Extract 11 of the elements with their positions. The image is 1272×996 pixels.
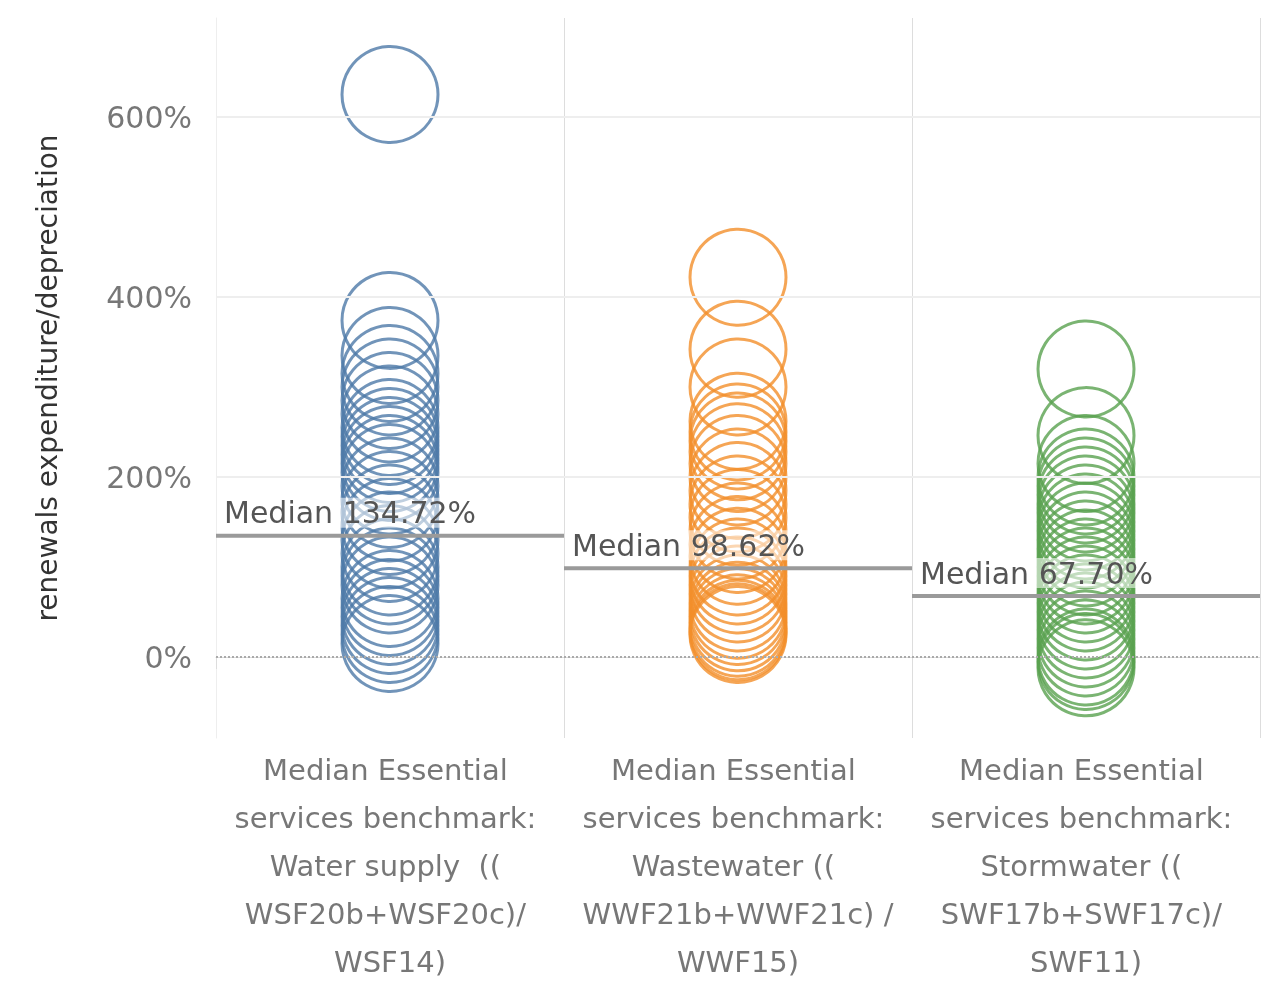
y-tick-label: 400% [106, 279, 192, 315]
x-tick-label: Median Essential services benchmark: Wastewater (( WWF21b+WWF21c) /WWF15) [582, 753, 894, 979]
annotation: Median 98.62% [572, 527, 806, 563]
annotation: Median 134.72% [224, 495, 477, 531]
y-axis-title: renewals expenditure/depreciation [30, 134, 64, 622]
y-tick-label: 200% [106, 459, 192, 495]
y-tick-label: 0% [144, 639, 192, 675]
y-tick-label: 600% [106, 99, 192, 135]
x-tick-label: Median Essential services benchmark: Stormwater (( SWF17b+SWF17c)/ SWF11) [930, 753, 1242, 979]
annotation: Median 67.70% [920, 555, 1154, 591]
x-tick-label: Median Essential services benchmark: Water supply (( WSF20b+WSF20c)/ WSF14) [234, 753, 546, 979]
